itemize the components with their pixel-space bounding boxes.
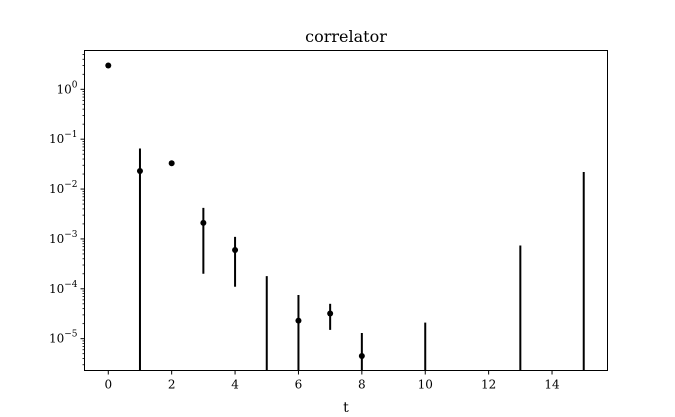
x-tick-label: 2	[168, 378, 176, 392]
x-axis-label: t	[343, 400, 349, 416]
y-tick-label: 10−2	[49, 180, 78, 196]
error-bars	[138, 148, 585, 371]
data-point	[136, 168, 143, 175]
y-axis-ticks: 10−5 10−4 10−3 10−2 10−1 100	[49, 54, 85, 366]
data-point	[168, 160, 175, 167]
y-tick-label: 10−1	[49, 130, 78, 146]
data-point	[358, 352, 365, 359]
chart-title: correlator	[305, 27, 387, 46]
x-tick-label: 12	[481, 378, 496, 392]
x-tick-label: 8	[358, 378, 366, 392]
data-point	[200, 219, 207, 226]
y-tick-label: 10−4	[49, 280, 78, 296]
x-tick-label: 14	[544, 378, 560, 392]
x-tick-label: 10	[418, 378, 433, 392]
data-points	[105, 62, 365, 359]
y-tick-label: 10−5	[49, 330, 78, 346]
plot-area-frame	[84, 50, 608, 371]
data-point	[105, 62, 112, 69]
data-point	[295, 317, 302, 324]
x-tick-label: 0	[104, 378, 112, 392]
y-tick-label: 100	[56, 80, 77, 96]
x-axis-ticks: 0 2 4 6 8 10 12 14	[104, 370, 560, 392]
x-tick-label: 4	[231, 378, 239, 392]
y-tick-label: 10−3	[49, 230, 78, 246]
data-point	[232, 246, 239, 253]
x-tick-label: 6	[295, 378, 303, 392]
data-point	[327, 310, 334, 317]
